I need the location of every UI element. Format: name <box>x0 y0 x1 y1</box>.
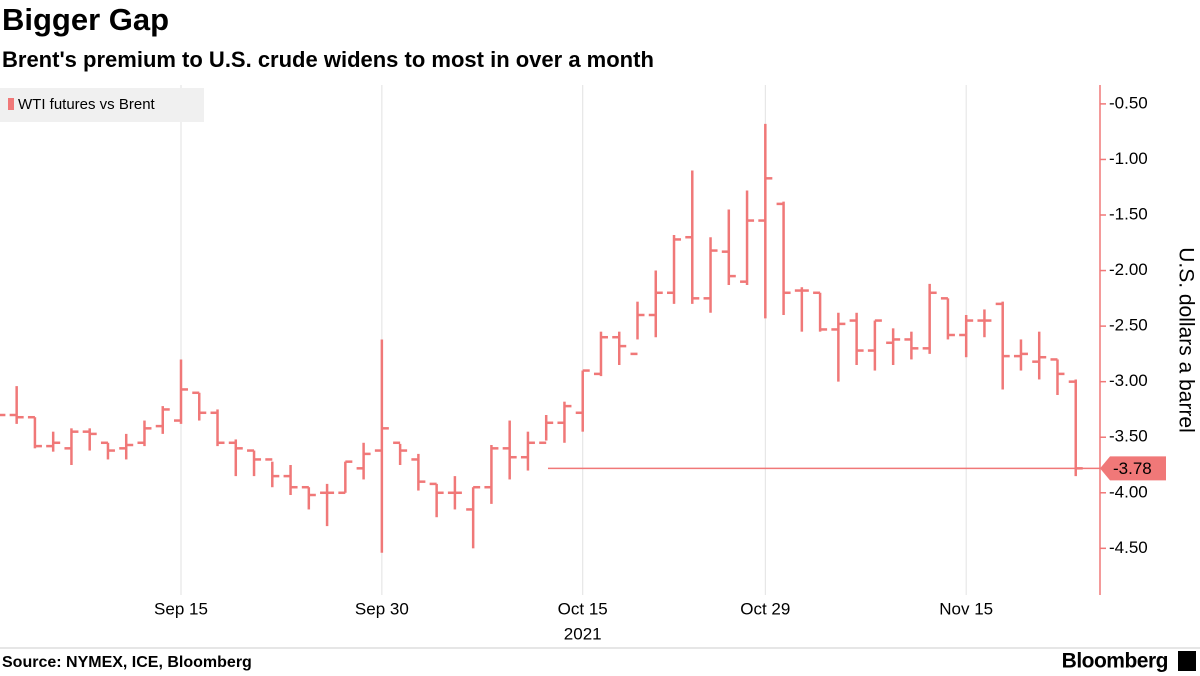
brand: Bloomberg <box>1062 650 1168 673</box>
legend-box <box>0 88 204 122</box>
x-tick-label: Sep 15 <box>154 599 208 618</box>
source: Source: NYMEX, ICE, Bloomberg <box>2 654 252 671</box>
last-value-label: -3.78 <box>1113 459 1152 478</box>
y-tick-label: -0.50 <box>1109 93 1148 112</box>
chart-title: Bigger Gap <box>2 2 169 37</box>
y-tick-label: -3.50 <box>1109 427 1148 446</box>
x-tick-label: Nov 15 <box>939 599 993 618</box>
brand-icon <box>1178 651 1196 671</box>
series <box>0 123 1083 553</box>
y-tick-label: -3.00 <box>1109 371 1148 390</box>
x-tick-label: Oct 29 <box>740 599 790 618</box>
y-axis-label: U.S. dollars a barrel <box>1174 247 1197 433</box>
y-tick-label: -1.50 <box>1109 204 1148 223</box>
y-tick-label: -2.00 <box>1109 260 1148 279</box>
x-year-label: 2021 <box>564 624 602 643</box>
chart-subtitle: Brent's premium to U.S. crude widens to … <box>2 47 654 72</box>
legend-swatch <box>8 98 14 110</box>
y-tick-label: -1.00 <box>1109 149 1148 168</box>
x-tick-label: Oct 15 <box>558 599 608 618</box>
last-value-tag <box>1100 456 1166 481</box>
x-tick-label: Sep 30 <box>355 599 409 618</box>
y-tick-label: -4.00 <box>1109 482 1148 501</box>
legend-label: WTI futures vs Brent <box>18 96 156 113</box>
y-tick-label: -4.50 <box>1109 538 1148 557</box>
y-tick-label: -2.50 <box>1109 316 1148 335</box>
